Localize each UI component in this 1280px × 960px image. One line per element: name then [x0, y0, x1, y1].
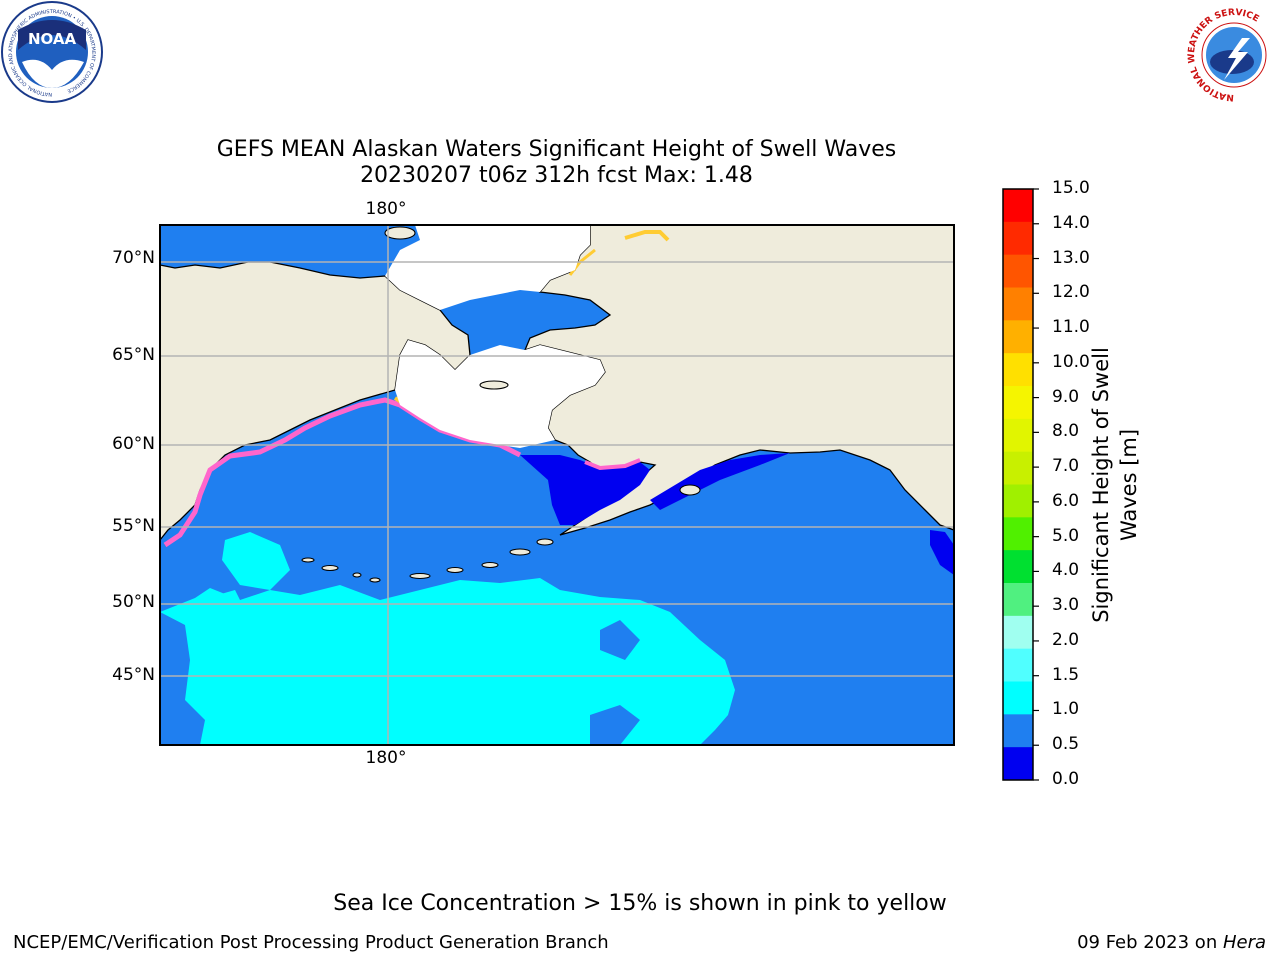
- colorbar-tick-label: 7.0: [1052, 456, 1080, 477]
- colorbar-swatch: [1003, 714, 1033, 748]
- noaa-logo: NATIONAL OCEANIC AND ATMOSPHERIC ADMINIS…: [1, 1, 103, 103]
- colorbar-swatch: [1003, 583, 1033, 617]
- colorbar-swatch: [1003, 254, 1033, 288]
- lat-label-55: 55°N: [112, 516, 155, 536]
- colorbar-title: Significant Height of Swell Waves [m]: [1087, 347, 1143, 623]
- colorbar-swatch: [1003, 221, 1033, 256]
- colorbar-swatch: [1003, 353, 1033, 387]
- lat-label-70: 70°N: [112, 248, 155, 268]
- footer-host: Hera: [1222, 932, 1266, 953]
- footer-left: NCEP/EMC/Verification Post Processing Pr…: [13, 932, 609, 953]
- swell-region-0.0-0.5: [520, 455, 650, 525]
- colorbar-swatch: [1003, 648, 1033, 682]
- lat-label-60: 60°N: [112, 434, 155, 454]
- colorbar-title-line1: Significant Height of Swell: [1089, 347, 1113, 623]
- chart-subtitle: 20230207 t06z 312h fcst Max: 1.48: [360, 163, 753, 188]
- colorbar-tick-label: 10.0: [1052, 351, 1090, 372]
- map-frame: [159, 224, 955, 746]
- ocean-area: [160, 225, 954, 745]
- colorbar-swatch: [1003, 189, 1033, 223]
- colorbar-swatch: [1003, 451, 1033, 485]
- colorbar-swatch: [1003, 484, 1033, 518]
- colorbar-tick-label: 0.0: [1052, 769, 1080, 789]
- colorbar-tick-label: 15.0: [1052, 178, 1090, 198]
- lon-label-top: 180°: [365, 199, 407, 219]
- colorbar-swatch: [1003, 287, 1033, 321]
- colorbar-tick-label: 6.0: [1052, 490, 1080, 511]
- colorbar-swatch: [1003, 681, 1033, 715]
- chart-title: GEFS MEAN Alaskan Waters Significant Hei…: [216, 137, 897, 162]
- lat-label-50: 50°N: [112, 592, 155, 612]
- swell-region-1.0-1.5: [160, 578, 735, 745]
- colorbar-tick-label: 2.0: [1052, 629, 1080, 650]
- colorbar-tick-label: 13.0: [1052, 247, 1090, 268]
- colorbar-tick-label: 8.0: [1052, 421, 1080, 442]
- colorbar-tick-label: 0.5: [1052, 734, 1080, 755]
- colorbar-tick-label: 1.5: [1052, 664, 1080, 685]
- colorbar-tick-label: 5.0: [1052, 525, 1080, 546]
- colorbar-tick-label: 11.0: [1052, 317, 1090, 338]
- colorbar-title-line2: Waves [m]: [1117, 428, 1141, 542]
- noaa-logo-text: NOAA: [28, 30, 77, 48]
- colorbar-swatch: [1003, 550, 1033, 584]
- colorbar-swatch: [1003, 615, 1033, 650]
- colorbar-tick-label: 3.0: [1052, 595, 1080, 616]
- sea-ice-note: Sea Ice Concentration > 15% is shown in …: [333, 891, 947, 916]
- colorbar-tick-label: 9.0: [1052, 386, 1080, 407]
- colorbar-swatch: [1003, 418, 1033, 453]
- nws-logo: NATIONAL WEATHER SERVICE: [1187, 8, 1267, 102]
- colorbar-swatch: [1003, 517, 1033, 551]
- lat-label-65: 65°N: [112, 345, 155, 365]
- footer-right: 09 Feb 2023 on Hera: [1077, 932, 1266, 953]
- land-siberia: [160, 225, 471, 542]
- aleutian-islands: [301, 226, 701, 583]
- graticule: [160, 225, 954, 745]
- lat-label-45: 45°N: [112, 665, 155, 685]
- colorbar-tick-label: 14.0: [1052, 212, 1090, 233]
- colorbar-swatch: [1003, 320, 1033, 354]
- colorbar-swatch: [1003, 386, 1033, 420]
- sea-ice-edge: [163, 397, 522, 548]
- land-alaska: [523, 225, 954, 536]
- colorbar-tick-label: 1.0: [1052, 699, 1080, 720]
- colorbar-tick-label: 4.0: [1052, 560, 1080, 581]
- footer-date: 09 Feb 2023 on: [1077, 932, 1223, 953]
- colorbar-tick-label: 12.0: [1052, 282, 1090, 303]
- lon-label-bottom: 180°: [365, 748, 407, 768]
- colorbar-swatch: [1003, 747, 1033, 781]
